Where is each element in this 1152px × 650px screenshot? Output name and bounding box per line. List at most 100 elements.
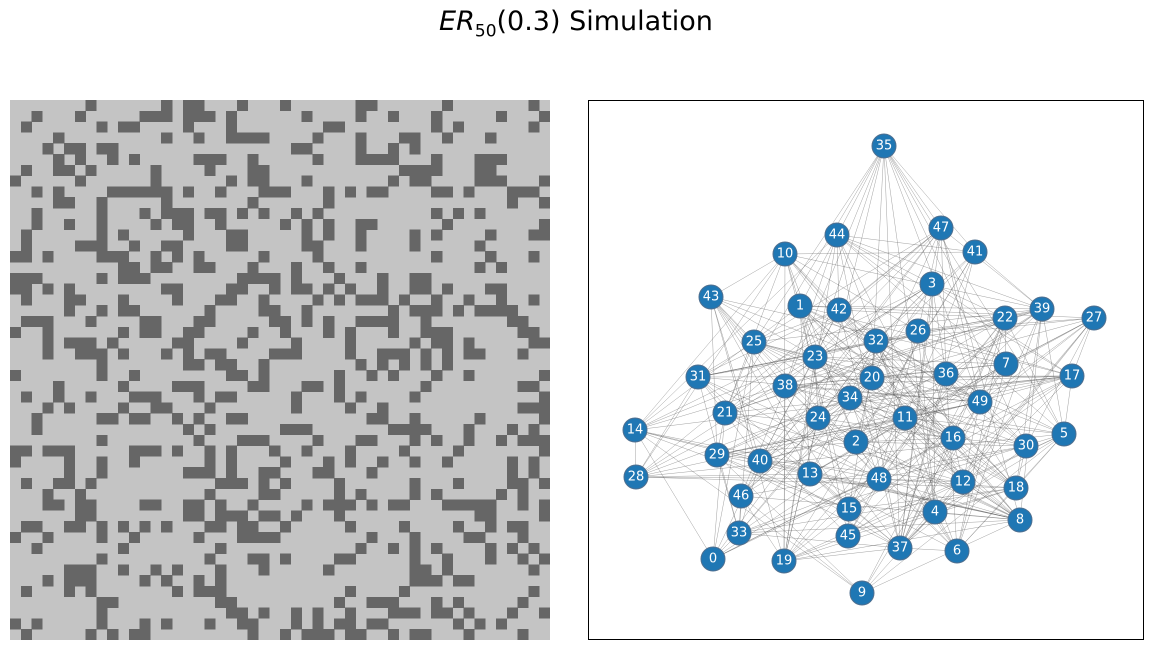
matrix-cell [96,240,108,252]
matrix-cell [226,510,238,522]
matrix-cell [247,154,259,166]
matrix-cell [161,132,173,144]
matrix-cell [247,197,259,209]
matrix-cell [193,132,205,144]
matrix-cell [506,542,518,554]
matrix-cell [474,305,486,317]
matrix-cell [334,499,346,511]
graph-edge [956,363,1007,552]
matrix-cell [258,186,270,198]
matrix-cell [442,607,454,619]
matrix-cell [53,186,65,198]
matrix-cell [64,467,76,479]
node-circle [1081,305,1107,331]
graph-node: 0 [700,546,726,572]
graph-edge [962,401,981,483]
matrix-cell [42,499,54,511]
graph-node: 2 [843,429,869,455]
matrix-cell [398,607,410,619]
graph-edge [724,412,880,480]
matrix-cell [85,478,97,490]
matrix-cell [496,434,508,446]
matrix-cell [74,348,86,360]
matrix-cell [539,445,550,457]
matrix-cell [539,413,550,425]
node-circle [892,405,918,431]
node-label: 25 [746,335,763,350]
matrix-cell [215,521,227,533]
graph-edge [783,234,838,562]
matrix-cell [409,164,421,176]
matrix-cell [236,370,248,382]
graph-edge [871,227,942,379]
matrix-cell [128,121,140,133]
graph-edge [635,433,1065,478]
matrix-cell [517,629,529,640]
matrix-cell [496,262,508,274]
graph-edge [814,356,947,375]
node-circle [1059,363,1085,389]
matrix-cell [42,532,54,544]
matrix-cell [193,434,205,446]
graph-edge [836,234,1073,377]
matrix-cell [528,337,540,349]
node-label: 37 [892,541,909,556]
node-circle [928,215,954,241]
matrix-cell [226,283,238,295]
matrix-cell [118,305,130,317]
matrix-cell [355,132,367,144]
matrix-cell [344,521,356,533]
matrix-cell [161,100,173,112]
graph-edge [716,397,851,456]
node-label: 29 [709,448,726,463]
matrix-cell [74,564,86,576]
matrix-cell [74,240,86,252]
graph-edge [836,234,1043,310]
graph-edge [861,519,1021,594]
node-label: 3 [928,277,936,292]
node-label: 9 [858,586,866,601]
matrix-cell [366,434,378,446]
matrix-cell [366,186,378,198]
matrix-cell [31,208,43,220]
matrix-cell [64,337,76,349]
node-label: 22 [997,311,1014,326]
matrix-cell [172,283,184,295]
matrix-cell [182,326,194,338]
matrix-cell [53,391,65,403]
matrix-cell [42,143,54,155]
matrix-cell [258,305,270,317]
node-circle [944,538,970,564]
matrix-cell [128,370,140,382]
matrix-cell [506,197,518,209]
matrix-cell [215,542,227,554]
graph-edge [738,433,1065,534]
matrix-cell [301,499,313,511]
matrix-cell [150,564,162,576]
matrix-cell [215,208,227,220]
matrix-cell [323,197,335,209]
matrix-cell [204,262,216,274]
graph-edge [753,145,885,343]
graph-edge [783,145,885,562]
matrix-cell [517,316,529,328]
matrix-cell [528,326,540,338]
graph-node: 47 [928,215,954,241]
matrix-cell [31,542,43,554]
matrix-cell [528,380,540,392]
node-circle [993,351,1019,377]
matrix-cell [474,413,486,425]
matrix-cell [247,272,259,284]
matrix-cell [269,316,281,328]
matrix-cell [204,618,216,630]
matrix-cell [474,175,486,187]
matrix-cell [258,175,270,187]
matrix-cell [247,164,259,176]
matrix-cell [258,359,270,371]
matrix-cell [334,510,346,522]
graph-edge [724,317,1006,414]
node-circle [843,429,869,455]
matrix-cell [334,121,346,133]
matrix-cell [226,370,238,382]
adjacency-matrix [10,100,550,640]
